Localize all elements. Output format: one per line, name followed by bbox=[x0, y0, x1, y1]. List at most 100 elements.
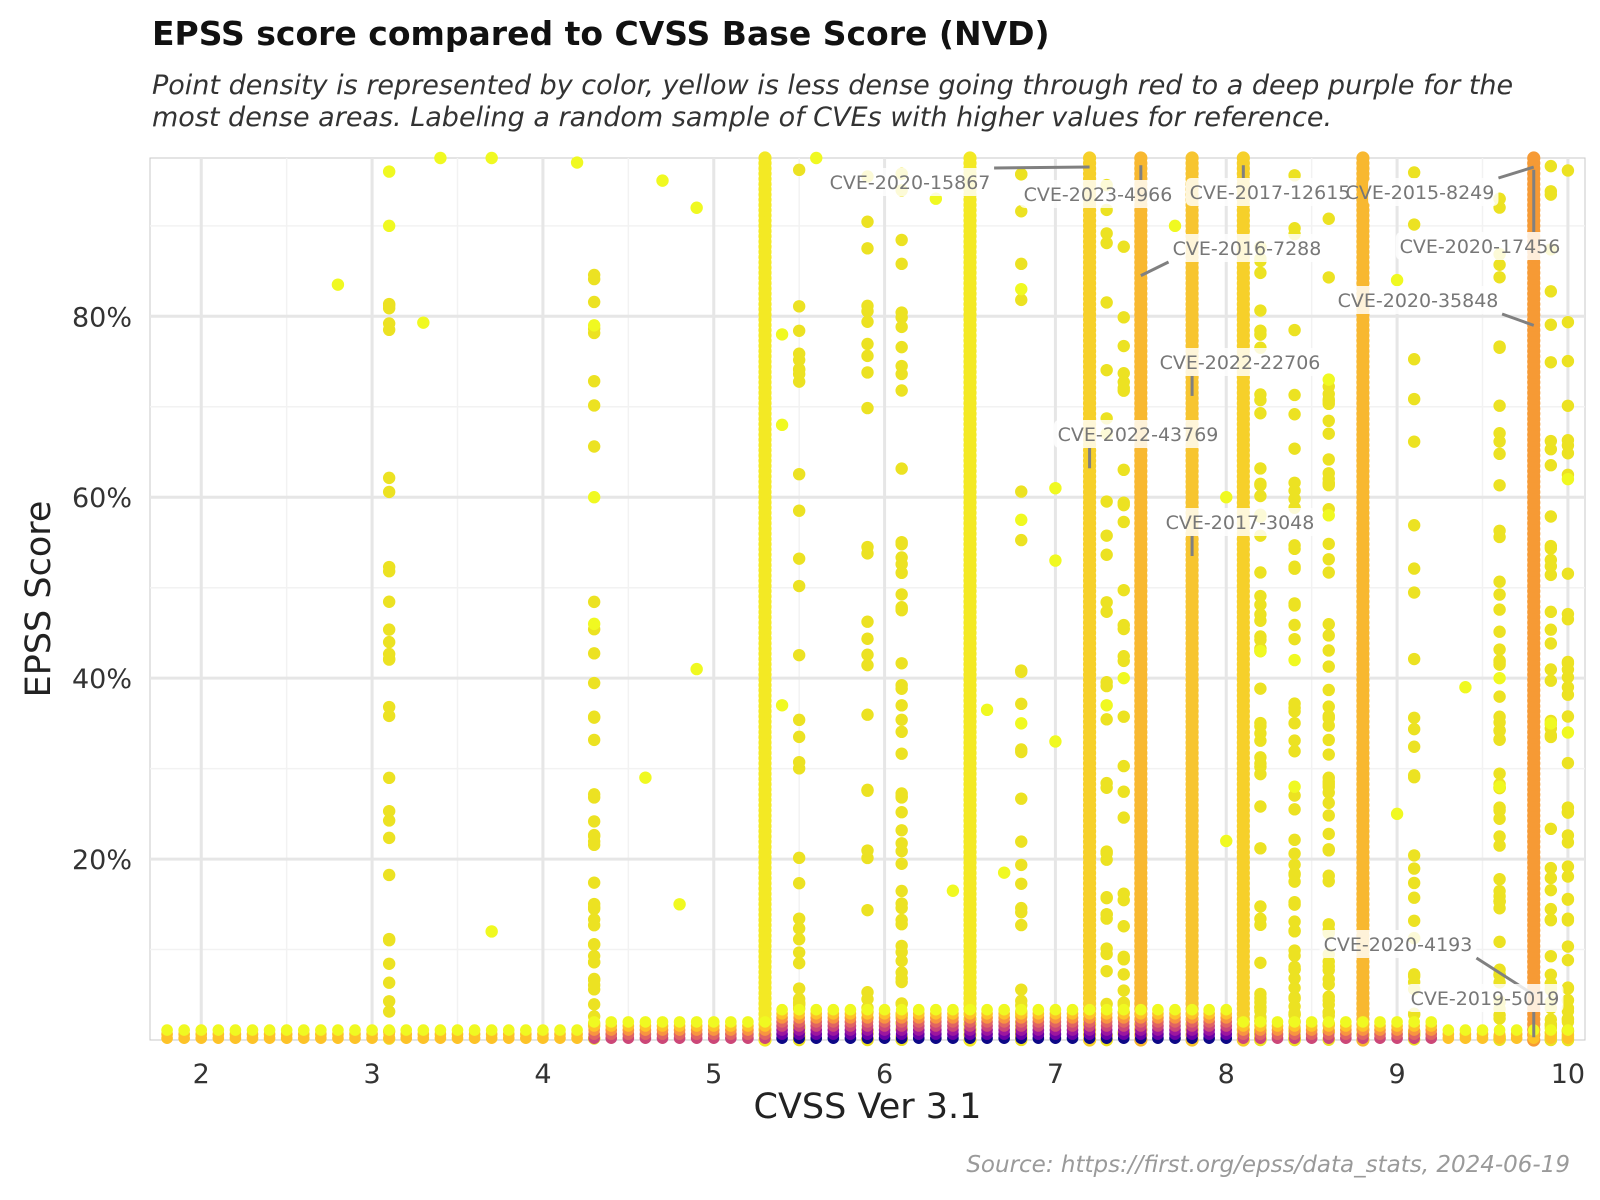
data-point bbox=[792, 552, 806, 565]
y-axis-title: EPSS Score bbox=[19, 501, 59, 698]
data-point bbox=[1220, 1003, 1233, 1016]
data-point bbox=[792, 933, 806, 946]
data-point bbox=[1544, 159, 1558, 173]
data-point bbox=[861, 658, 874, 672]
data-point bbox=[587, 711, 601, 724]
data-point bbox=[861, 784, 874, 797]
data-point bbox=[382, 471, 396, 485]
data-point bbox=[1015, 877, 1028, 890]
data-point bbox=[1254, 842, 1267, 855]
data-point bbox=[1288, 599, 1301, 612]
data-point bbox=[1288, 653, 1301, 667]
data-point bbox=[1357, 1016, 1369, 1028]
data-point bbox=[1015, 282, 1028, 296]
data-point bbox=[1322, 777, 1335, 791]
data-point bbox=[912, 1003, 925, 1016]
data-point bbox=[1322, 748, 1335, 761]
data-point bbox=[1544, 883, 1558, 897]
data-point bbox=[1015, 983, 1028, 996]
data-point bbox=[1476, 1024, 1489, 1036]
data-point bbox=[537, 1024, 549, 1036]
data-point bbox=[280, 1024, 293, 1036]
data-point bbox=[1254, 900, 1267, 913]
data-point bbox=[1561, 472, 1575, 486]
data-point bbox=[1322, 395, 1335, 408]
data-point bbox=[1288, 833, 1301, 847]
data-point bbox=[1015, 293, 1028, 307]
points bbox=[161, 151, 1575, 1047]
data-point bbox=[1527, 151, 1541, 165]
data-point bbox=[1561, 940, 1575, 953]
data-point bbox=[861, 1003, 874, 1016]
data-point bbox=[1391, 1016, 1403, 1028]
x-tick-label: 9 bbox=[1388, 1059, 1405, 1090]
data-point bbox=[1493, 724, 1506, 737]
data-point bbox=[1322, 618, 1335, 631]
data-point bbox=[792, 367, 806, 381]
data-point bbox=[1186, 1003, 1198, 1016]
cve-label-bg bbox=[1155, 348, 1325, 376]
data-point bbox=[725, 1016, 737, 1028]
data-point bbox=[587, 838, 601, 852]
data-point bbox=[1288, 898, 1301, 911]
data-point bbox=[792, 300, 806, 313]
data-point bbox=[1203, 1003, 1215, 1016]
data-point bbox=[1117, 583, 1130, 597]
data-point bbox=[1322, 711, 1335, 725]
data-point bbox=[382, 323, 396, 337]
data-point bbox=[1117, 1003, 1130, 1016]
axes: 2 3 4 5 6 7 8 9 10 20% 40% 60% 80% CVSS Ver 3.1 EPSS S… bbox=[19, 302, 1585, 1127]
data-point bbox=[895, 384, 908, 397]
data-point bbox=[1561, 912, 1575, 925]
data-point bbox=[587, 955, 601, 969]
data-point bbox=[895, 747, 908, 760]
data-point bbox=[1407, 586, 1421, 599]
data-point bbox=[1390, 807, 1404, 821]
data-point bbox=[383, 1024, 395, 1036]
data-point bbox=[1493, 872, 1506, 886]
cve-label-bg bbox=[1019, 180, 1175, 208]
data-point bbox=[673, 898, 686, 911]
data-point bbox=[1493, 447, 1506, 461]
data-point bbox=[1083, 1003, 1096, 1016]
data-point bbox=[1322, 414, 1335, 428]
data-point bbox=[1407, 862, 1421, 875]
data-point bbox=[382, 165, 396, 178]
data-point bbox=[1288, 618, 1301, 632]
data-point bbox=[1493, 830, 1506, 843]
data-point bbox=[1288, 780, 1301, 793]
data-point bbox=[1288, 542, 1301, 556]
data-point bbox=[1322, 1016, 1335, 1028]
data-point bbox=[1015, 168, 1028, 181]
data-point bbox=[382, 868, 396, 882]
data-point bbox=[1322, 537, 1335, 551]
data-point bbox=[1340, 1016, 1352, 1028]
x-tick-label: 7 bbox=[1047, 1059, 1064, 1090]
cve-label: CVE-2022-22706 bbox=[1160, 352, 1321, 374]
data-point bbox=[382, 814, 396, 827]
data-point bbox=[792, 347, 806, 360]
data-point bbox=[587, 828, 601, 842]
data-point bbox=[1407, 722, 1421, 736]
data-point bbox=[1185, 151, 1199, 165]
cve-label-bg bbox=[1168, 234, 1326, 262]
data-point bbox=[1288, 1006, 1301, 1020]
data-point bbox=[451, 1024, 464, 1036]
data-point bbox=[792, 946, 806, 959]
data-point bbox=[468, 1024, 481, 1036]
data-point bbox=[332, 1024, 344, 1036]
data-point bbox=[1322, 918, 1335, 931]
data-point bbox=[1117, 463, 1130, 477]
data-point bbox=[656, 1016, 669, 1028]
data-point bbox=[1561, 801, 1575, 814]
data-point bbox=[1134, 151, 1148, 165]
data-point bbox=[1015, 665, 1028, 679]
cve-label: CVE-2020-17456 bbox=[1400, 236, 1561, 258]
data-point bbox=[895, 713, 908, 726]
data-point bbox=[895, 1003, 908, 1016]
data-point bbox=[263, 1024, 276, 1036]
data-point bbox=[1407, 914, 1421, 927]
data-point bbox=[1117, 759, 1130, 773]
data-point bbox=[382, 623, 396, 636]
